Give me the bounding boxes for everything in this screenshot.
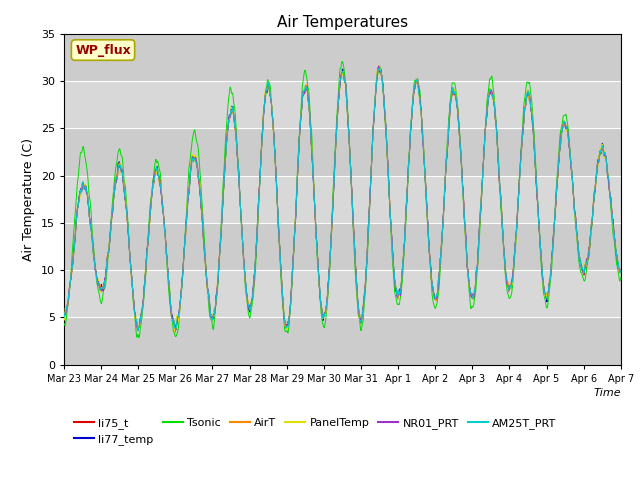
PanelTemp <box>216 255 223 261</box>
Bar <box>64 128 621 176</box>
NR01_PRT <box>568 172 576 178</box>
li77_temp <box>359 308 367 314</box>
NR01_PRT <box>216 254 223 260</box>
Tsonic <box>135 335 143 341</box>
li77_temp <box>617 269 625 275</box>
Text: WP_flux: WP_flux <box>75 44 131 57</box>
AirT <box>568 172 576 178</box>
NR01_PRT <box>505 287 513 293</box>
PanelTemp <box>371 100 379 106</box>
AirT <box>371 103 379 108</box>
Bar <box>64 81 621 128</box>
Line: li75_t: li75_t <box>64 68 621 332</box>
PanelTemp <box>584 255 591 261</box>
Line: li77_temp: li77_temp <box>64 67 621 330</box>
AM25T_PRT <box>568 171 576 177</box>
AirT <box>505 286 513 291</box>
Tsonic <box>568 172 576 178</box>
NR01_PRT <box>374 63 382 69</box>
AM25T_PRT <box>584 256 591 262</box>
Bar <box>64 176 621 223</box>
Tsonic <box>60 321 68 326</box>
Tsonic <box>359 319 367 325</box>
Bar <box>64 34 621 81</box>
AM25T_PRT <box>617 270 625 276</box>
PanelTemp <box>359 311 367 316</box>
li75_t <box>371 102 379 108</box>
li77_temp <box>216 253 223 259</box>
NR01_PRT <box>584 255 591 261</box>
PanelTemp <box>60 315 68 321</box>
PanelTemp <box>374 64 382 70</box>
Title: Air Temperatures: Air Temperatures <box>277 15 408 30</box>
AM25T_PRT <box>216 254 223 260</box>
Line: NR01_PRT: NR01_PRT <box>64 66 621 330</box>
Tsonic <box>617 274 625 280</box>
Legend: li75_t, li77_temp, Tsonic, AirT, PanelTemp, NR01_PRT, AM25T_PRT: li75_t, li77_temp, Tsonic, AirT, PanelTe… <box>70 413 561 450</box>
PanelTemp <box>171 329 179 335</box>
Bar <box>64 223 621 270</box>
li77_temp <box>371 101 379 107</box>
AirT <box>359 310 367 315</box>
AirT <box>617 269 625 275</box>
Text: Time: Time <box>593 388 621 398</box>
Line: AirT: AirT <box>64 66 621 329</box>
AM25T_PRT <box>359 310 367 316</box>
AM25T_PRT <box>371 101 379 107</box>
li75_t <box>584 256 591 262</box>
AM25T_PRT <box>374 66 382 72</box>
AirT <box>375 63 383 69</box>
PanelTemp <box>617 270 625 276</box>
li77_temp <box>60 316 68 322</box>
NR01_PRT <box>134 327 142 333</box>
li75_t <box>60 313 68 319</box>
li75_t <box>617 267 625 273</box>
AM25T_PRT <box>60 315 68 321</box>
Bar <box>64 270 621 317</box>
AM25T_PRT <box>505 287 513 292</box>
Line: PanelTemp: PanelTemp <box>64 67 621 332</box>
Tsonic <box>505 294 513 300</box>
li75_t <box>568 173 576 179</box>
AM25T_PRT <box>134 327 142 333</box>
Line: AM25T_PRT: AM25T_PRT <box>64 69 621 330</box>
Bar <box>64 317 621 365</box>
Tsonic <box>216 253 223 259</box>
Tsonic <box>584 260 591 265</box>
li77_temp <box>568 172 576 178</box>
li75_t <box>216 251 223 256</box>
AirT <box>216 251 223 256</box>
li75_t <box>359 308 367 314</box>
li77_temp <box>134 327 142 333</box>
AirT <box>134 326 141 332</box>
AirT <box>60 314 68 320</box>
li75_t <box>171 329 179 335</box>
Tsonic <box>371 96 379 102</box>
NR01_PRT <box>617 267 625 273</box>
Line: Tsonic: Tsonic <box>64 61 621 338</box>
NR01_PRT <box>359 311 367 316</box>
li77_temp <box>584 255 591 261</box>
NR01_PRT <box>371 102 379 108</box>
li77_temp <box>375 64 383 70</box>
NR01_PRT <box>60 312 68 318</box>
li75_t <box>374 65 382 71</box>
PanelTemp <box>568 175 576 181</box>
li77_temp <box>505 287 513 292</box>
AirT <box>584 254 591 260</box>
Y-axis label: Air Temperature (C): Air Temperature (C) <box>22 138 35 261</box>
Tsonic <box>338 59 346 64</box>
PanelTemp <box>505 288 513 293</box>
li75_t <box>505 286 513 291</box>
